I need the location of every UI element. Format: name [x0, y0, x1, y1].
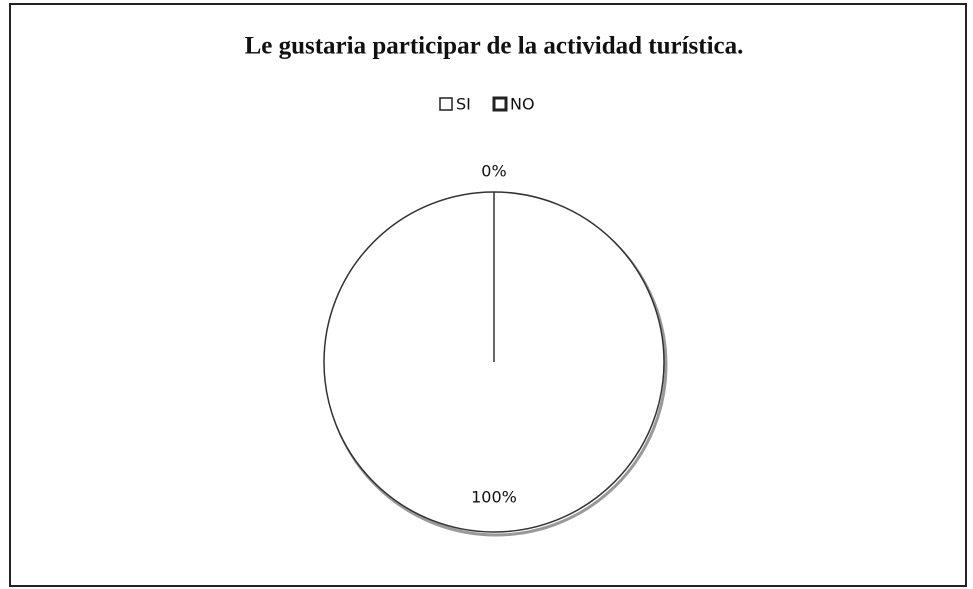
data-label: 0%	[481, 162, 506, 181]
legend-label: NO	[510, 95, 535, 114]
legend-swatch	[439, 97, 453, 111]
chart-title: Le gustaria participar de la actividad t…	[245, 33, 744, 60]
data-label: 100%	[471, 488, 517, 507]
legend-label: SI	[456, 95, 471, 114]
legend-swatch	[492, 96, 508, 112]
